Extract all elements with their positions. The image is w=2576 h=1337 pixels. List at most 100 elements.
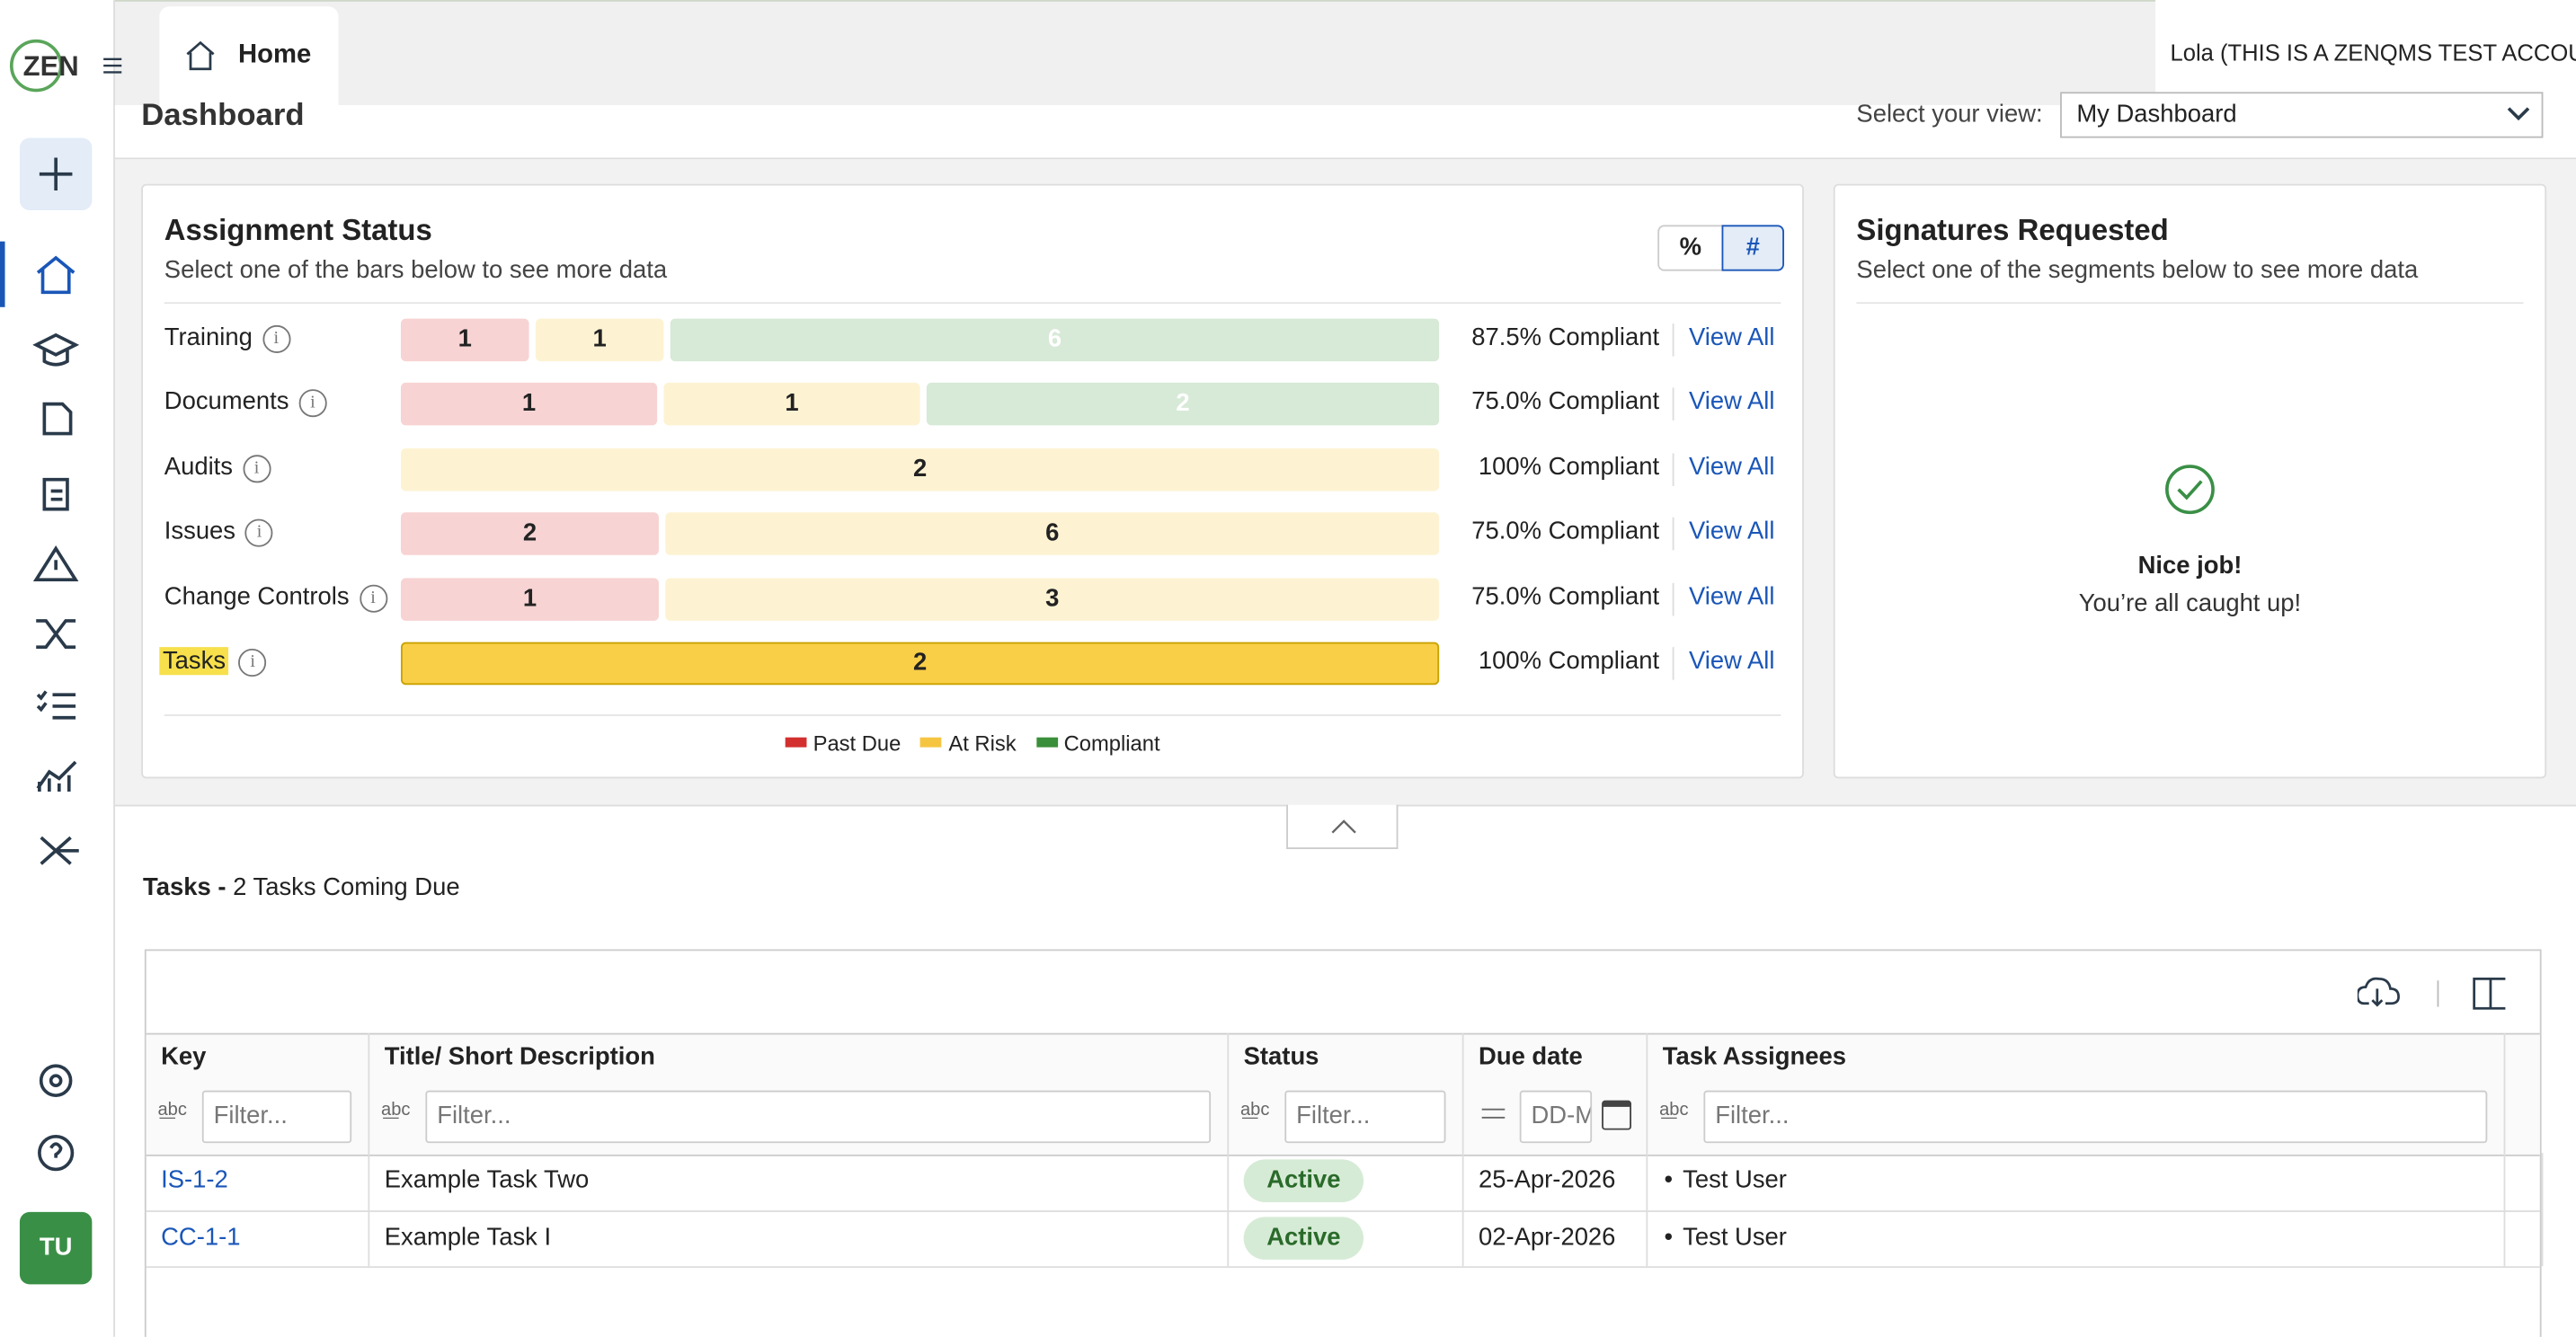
status-bar-segment[interactable]: 2 [926,383,1440,427]
row-label: Tasks i [159,647,267,677]
filter-type-icon: a͟bc [1239,1100,1270,1120]
table-cell: 02-Apr-2026 [1464,1209,1648,1267]
filter-input[interactable]: Filter... [1703,1090,2488,1144]
status-bar-segment[interactable]: 1 [400,383,658,427]
compliance: 75.0% Compliant [1471,388,1660,417]
row-label: Issues i [164,518,274,548]
count-toggle[interactable]: # [1721,225,1784,271]
status-bar-segment[interactable]: 2 [400,642,1440,686]
info-icon: i [242,454,271,483]
nav-icons[interactable] [32,252,83,877]
divider [164,302,1781,305]
info-icon: i [244,518,274,548]
table-cell: Example Task I [369,1209,1230,1267]
status-bar-segment[interactable]: 3 [665,577,1440,621]
legend-label: Past Due [813,730,902,756]
status-pill: Active [1243,1216,1364,1260]
status-bar-segment[interactable]: 1 [535,318,664,362]
equals-icon [1481,1108,1506,1119]
percent-toggle[interactable]: % [1657,225,1724,271]
collapse-button[interactable] [1286,804,1399,849]
card-title: Signatures Requested [1856,213,2169,247]
table-cell: 25-Apr-2026 [1464,1153,1648,1210]
info-icon: i [298,389,327,418]
status-bar-segment[interactable]: 2 [400,512,659,556]
tasks-title: Tasks - [143,873,227,902]
legend: Past Due At Risk Compliant [143,730,1802,756]
compliance: 75.0% Compliant [1471,518,1660,546]
view-label: Select your view: [1856,100,2043,128]
table-cell: Example Task Two [369,1153,1230,1210]
legend-swatch [920,737,943,748]
row-label-text: Issues [164,518,236,546]
status-bar-segment[interactable]: 1 [400,318,529,362]
filter-input[interactable]: Filter... [201,1090,352,1144]
bullet: • [1664,1165,1674,1194]
check-icon [2165,465,2215,515]
row-divider [1672,518,1674,551]
cell-text: Example Task Two [384,1165,590,1194]
cell-text: 02-Apr-2026 [1479,1222,1616,1251]
column-header[interactable]: Due date [1464,1032,1648,1154]
divider [1856,302,2524,305]
assignment-card: Assignment Status Select one of the bars… [141,183,1804,779]
home-tab[interactable]: Home [159,6,339,105]
filter-type-icon: a͟bc [1659,1100,1689,1120]
view-all-link[interactable]: View All [1688,582,1775,611]
card-subtitle: Select one of the segments below to see … [1856,256,2419,285]
logo: ZEN [22,50,79,83]
assignee: Test User [1683,1165,1787,1194]
status-bar-segment[interactable]: 2 [400,447,1440,491]
status-bar-segment[interactable]: 1 [663,383,920,427]
view-all-link[interactable]: View All [1688,323,1775,352]
status-bar-segment[interactable]: 6 [670,318,1440,362]
row-label-text: Audits [164,453,234,482]
status-bar-segment[interactable]: 1 [400,577,659,621]
row-divider [1672,388,1674,421]
view-all-link[interactable]: View All [1688,518,1775,546]
column-header[interactable]: Title/ Short Description [369,1032,1230,1154]
task-key-link[interactable]: IS-1-2 [161,1165,228,1194]
create-button[interactable] [19,137,93,210]
menu-icon[interactable] [102,56,125,75]
card-title: Assignment Status [164,213,432,247]
table-cell [2505,1209,2544,1267]
user-box[interactable]: Lola (THIS IS A ZENQMS TEST ACCOUNT) [2155,0,2576,105]
row-divider [1672,453,1674,486]
info-icon: i [238,648,267,677]
table-tools[interactable] [2357,974,2506,1014]
legend-label: Compliant [1063,730,1160,756]
info-icon: i [262,324,290,353]
cell-text: Example Task I [384,1222,552,1251]
bullet: • [1664,1222,1674,1251]
dashboard-area: Assignment Status Select one of the bars… [114,159,2576,807]
view-all-link[interactable]: View All [1688,647,1775,676]
filter-type-icon: a͟bc [381,1100,411,1120]
table-cell [2505,1153,2544,1210]
settings-help-icons[interactable] [33,1058,83,1179]
compliance: 75.0% Compliant [1471,582,1660,611]
column-header[interactable]: Key [147,1032,370,1154]
task-key-link[interactable]: CC-1-1 [161,1222,241,1251]
filter-input[interactable]: Filter... [425,1090,1212,1144]
legend-swatch [1035,737,1058,748]
status-bar-segment[interactable]: 6 [665,512,1440,556]
row-label: Audits i [164,453,271,483]
filter-input[interactable]: Filter... [1284,1090,1446,1144]
column-header[interactable]: Task Assignees [1648,1032,2506,1154]
view-select[interactable]: My Dashboard [2060,92,2544,138]
filter-input[interactable]: DD-M [1519,1090,1593,1144]
chevron-up [1331,819,1356,834]
view-all-link[interactable]: View All [1688,388,1775,417]
active-indicator [0,241,5,307]
avatar[interactable]: TU [19,1211,93,1285]
filter-type-icon: a͟bc [157,1100,187,1120]
column-header[interactable]: Status [1229,1032,1464,1154]
plus-icon [39,157,73,191]
info-icon: i [359,583,387,613]
legend-label: At Risk [948,730,1017,756]
view-all-link[interactable]: View All [1688,453,1775,482]
calendar-icon[interactable] [1602,1100,1632,1130]
table-cell: • Test User [1648,1209,2506,1267]
